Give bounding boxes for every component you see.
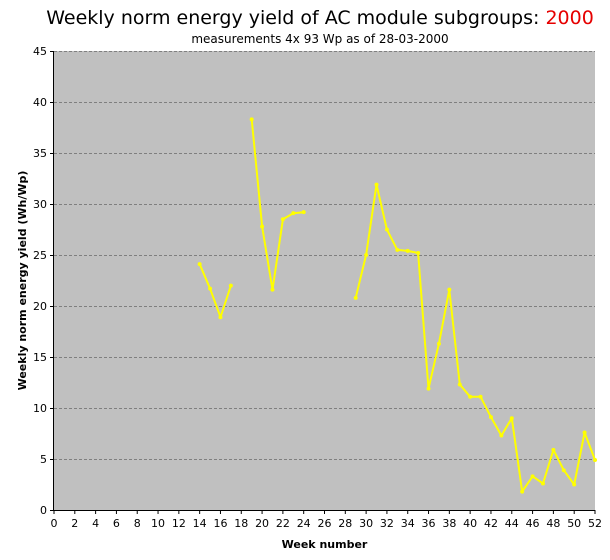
- data-point: [478, 394, 483, 399]
- x-tick-label: 50: [567, 517, 581, 530]
- gridlines: [54, 51, 595, 460]
- data-point: [520, 489, 525, 494]
- x-tick-label: 6: [113, 517, 120, 530]
- x-tick-label: 38: [442, 517, 456, 530]
- data-point: [270, 287, 275, 292]
- x-tick-label: 24: [297, 517, 311, 530]
- y-tick-label: 30: [33, 198, 47, 211]
- data-point: [301, 210, 306, 215]
- y-tick-label: 5: [40, 453, 47, 466]
- x-tick-label: 28: [338, 517, 352, 530]
- data-point: [582, 430, 587, 435]
- x-tick-label: 44: [505, 517, 519, 530]
- x-tick-label: 36: [422, 517, 436, 530]
- x-tick-label: 12: [172, 517, 186, 530]
- x-tick-label: 0: [51, 517, 58, 530]
- data-point: [260, 224, 265, 229]
- y-tick-label: 40: [33, 96, 47, 109]
- data-point: [416, 250, 421, 255]
- y-tick-label: 45: [33, 45, 47, 58]
- x-tick-label: 26: [318, 517, 332, 530]
- data-point: [426, 386, 431, 391]
- data-point: [572, 482, 577, 487]
- data-point: [488, 415, 493, 420]
- data-point: [291, 211, 296, 216]
- y-axis-label: Weekly norm energy yield (Wh/Wp): [16, 171, 29, 391]
- data-point: [228, 283, 233, 288]
- x-tick-label: 16: [213, 517, 227, 530]
- data-point: [197, 262, 202, 267]
- data-point: [218, 315, 223, 320]
- x-tick-label: 2: [71, 517, 78, 530]
- data-point: [374, 182, 379, 187]
- x-tick-label: 14: [193, 517, 207, 530]
- x-tick-label: 20: [255, 517, 269, 530]
- data-point: [468, 394, 473, 399]
- plot-area: [54, 51, 595, 510]
- data-point: [561, 468, 566, 473]
- x-tick-label: 32: [380, 517, 394, 530]
- x-tick-label: 30: [359, 517, 373, 530]
- x-axis-label: Week number: [282, 538, 368, 551]
- x-tick-label: 8: [134, 517, 141, 530]
- data-point: [208, 286, 213, 291]
- series-line-segment: [354, 183, 596, 493]
- data-point: [509, 416, 514, 421]
- y-tick-label: 25: [33, 249, 47, 262]
- chart-title-year: 2000: [545, 7, 594, 29]
- series-points: [197, 117, 597, 494]
- data-point: [249, 117, 254, 122]
- y-tick-label: 35: [33, 147, 47, 160]
- x-axis-ticks: 0 2 4 6 8 10 12 14 16 18 20 22 24 26 28 30 32 34 36 38 40 42 4…: [51, 510, 602, 530]
- data-point: [280, 217, 285, 222]
- data-point: [499, 433, 504, 438]
- plot-background: [54, 51, 595, 510]
- data-point: [530, 474, 535, 479]
- series-line-segment: [198, 263, 232, 319]
- x-tick-label: 40: [463, 517, 477, 530]
- x-tick-label: 48: [546, 517, 560, 530]
- x-tick-label: 22: [276, 517, 290, 530]
- data-point: [436, 341, 441, 346]
- data-point: [457, 382, 462, 387]
- y-tick-label: 20: [33, 300, 47, 313]
- x-tick-label: 52: [588, 517, 602, 530]
- data-point: [353, 295, 358, 300]
- data-point: [384, 227, 389, 232]
- data-point: [447, 287, 452, 292]
- data-point: [364, 253, 369, 257]
- y-tick-label: 10: [33, 402, 47, 415]
- data-point: [540, 481, 545, 486]
- y-axis-ticks: 0 5 10 15 20 25 30 35 40 45: [33, 45, 54, 517]
- chart-title-main: Weekly norm energy yield of AC module su…: [46, 7, 546, 29]
- x-tick-label: 42: [484, 517, 498, 530]
- data-point: [395, 247, 400, 252]
- chart-subtitle: measurements 4x 93 Wp as of 28-03-2000: [191, 32, 449, 46]
- x-tick-label: 34: [401, 517, 415, 530]
- x-tick-label: 4: [92, 517, 99, 530]
- data-point: [405, 248, 410, 253]
- y-tick-label: 0: [40, 504, 47, 517]
- x-tick-label: 10: [151, 517, 165, 530]
- chart-title: Weekly norm energy yield of AC module su…: [0, 7, 610, 29]
- x-tick-label: 18: [234, 517, 248, 530]
- y-tick-label: 15: [33, 351, 47, 364]
- data-point: [551, 447, 556, 452]
- data-point: [593, 458, 597, 463]
- x-tick-label: 46: [526, 517, 540, 530]
